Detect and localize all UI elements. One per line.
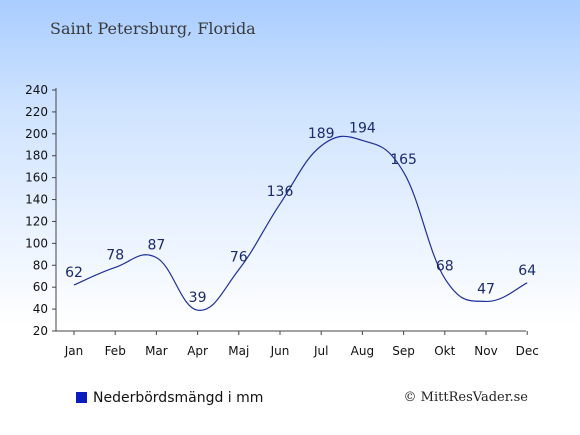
y-tick-label: 60 bbox=[33, 280, 48, 294]
x-tick-label: Jul bbox=[313, 344, 328, 358]
x-tick-label: Nov bbox=[474, 344, 497, 358]
data-label: 47 bbox=[477, 281, 495, 297]
legend-swatch bbox=[76, 392, 87, 403]
data-label: 76 bbox=[230, 250, 248, 266]
x-tick-label: Maj bbox=[228, 344, 249, 358]
data-label: 39 bbox=[189, 290, 207, 306]
data-label: 78 bbox=[106, 247, 124, 263]
data-label: 87 bbox=[147, 238, 165, 254]
y-tick-label: 100 bbox=[25, 236, 48, 250]
y-tick-label: 160 bbox=[25, 171, 48, 185]
y-tick-label: 80 bbox=[33, 258, 48, 272]
y-tick-label: 240 bbox=[25, 83, 48, 97]
y-tick-label: 180 bbox=[25, 149, 48, 163]
x-tick-label: Apr bbox=[187, 344, 208, 358]
y-tick-label: 120 bbox=[25, 214, 48, 228]
x-tick-label: Jan bbox=[64, 344, 84, 358]
data-label: 194 bbox=[349, 120, 376, 136]
data-label: 189 bbox=[308, 126, 335, 142]
y-tick-label: 140 bbox=[25, 193, 48, 207]
data-label: 165 bbox=[390, 152, 417, 168]
x-tick-label: Aug bbox=[351, 344, 374, 358]
data-label: 64 bbox=[518, 263, 536, 279]
x-tick-label: Sep bbox=[392, 344, 415, 358]
legend-label: Nederbördsmängd i mm bbox=[93, 390, 264, 406]
data-label: 62 bbox=[65, 265, 83, 281]
chart-title: Saint Petersburg, Florida bbox=[50, 19, 256, 38]
copyright-credit: © MittResVader.se bbox=[403, 390, 528, 405]
series-line bbox=[73, 135, 528, 311]
data-label: 136 bbox=[267, 184, 294, 200]
y-tick-label: 40 bbox=[33, 302, 48, 316]
x-tick-label: Dec bbox=[516, 344, 539, 358]
y-tick-label: 20 bbox=[33, 324, 48, 338]
legend: Nederbördsmängd i mm bbox=[76, 390, 263, 406]
data-label: 68 bbox=[436, 258, 454, 274]
x-tick-label: Jun bbox=[270, 344, 290, 358]
x-tick-label: Feb bbox=[105, 344, 126, 358]
y-tick-label: 220 bbox=[25, 105, 48, 119]
x-tick-label: Mar bbox=[145, 344, 168, 358]
x-tick-label: Okt bbox=[434, 344, 455, 358]
y-tick-label: 200 bbox=[25, 127, 48, 141]
